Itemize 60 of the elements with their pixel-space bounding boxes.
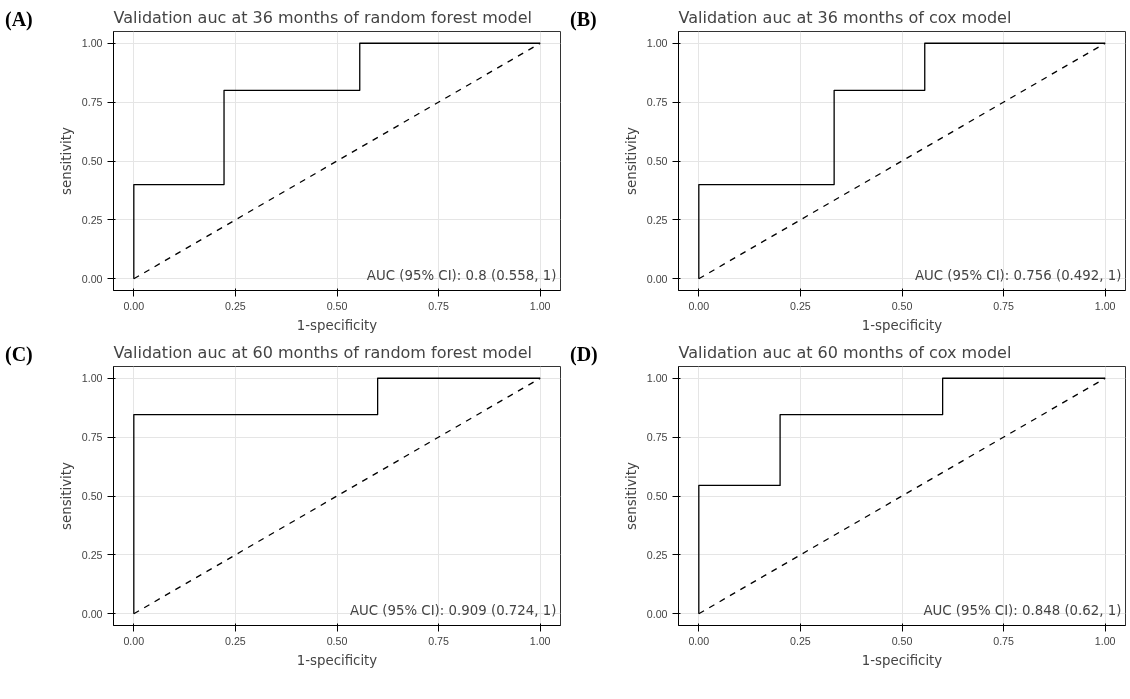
y-axis-title: sensitivity	[623, 461, 639, 530]
x-tick-label: 0.00	[688, 634, 710, 647]
x-axis-title: 1-specificity	[861, 652, 943, 668]
x-tick-label: 0.00	[123, 634, 145, 647]
y-tick-label: 0.00	[81, 272, 103, 285]
x-tick-label: 0.00	[688, 299, 710, 312]
y-tick-label: 0.50	[646, 490, 668, 502]
x-axis-title: 1-specificity	[296, 652, 378, 668]
x-tick-label: 0.75	[993, 299, 1015, 312]
text: (C)	[5, 342, 33, 368]
x-tick-label: 0.50	[326, 299, 348, 312]
x-tick-label: 1.00	[529, 299, 551, 312]
x-tick-label: 0.50	[326, 634, 348, 647]
x-tick-label: 0.75	[428, 299, 450, 312]
annotation: AUC (95% CI): 0.8 (0.558, 1)	[366, 268, 557, 284]
y-tick-label: 0.00	[646, 607, 668, 620]
y-tick-label: 1.00	[81, 372, 103, 385]
x-tick-label: 0.50	[891, 299, 913, 312]
y-tick-label: 0.75	[646, 96, 668, 109]
chart-title: Validation auc at 60 months of cox model	[678, 342, 1012, 362]
annotation: AUC (95% CI): 0.756 (0.492, 1)	[914, 268, 1122, 284]
x-tick-label: 0.50	[891, 634, 913, 647]
annotation: AUC (95% CI): 0.909 (0.724, 1)	[349, 603, 557, 619]
y-tick-label: 0.50	[81, 155, 103, 167]
x-tick-label: 1.00	[529, 634, 551, 647]
y-tick-label: 0.00	[81, 607, 103, 620]
y-tick-label: 0.75	[81, 96, 103, 109]
y-tick-label: 0.00	[646, 272, 668, 285]
x-axis-title: 1-specificity	[296, 317, 378, 333]
y-tick-label: 0.25	[81, 548, 103, 561]
y-tick-label: 0.25	[81, 213, 103, 226]
y-tick-label: 0.75	[646, 431, 668, 444]
x-tick-label: 1.00	[1094, 634, 1116, 647]
y-tick-label: 0.75	[81, 431, 103, 444]
y-tick-label: 1.00	[646, 37, 668, 50]
y-axis-title: sensitivity	[58, 461, 74, 530]
x-tick-label: 0.25	[790, 299, 811, 312]
y-axis-title: sensitivity	[623, 126, 639, 195]
y-tick-label: 0.50	[646, 155, 668, 167]
x-tick-label: 0.75	[428, 634, 450, 647]
chart-title: Validation auc at 60 months of random forest model	[113, 342, 533, 362]
text: (A)	[5, 7, 33, 33]
y-tick-label: 0.25	[646, 213, 668, 226]
y-tick-label: 0.50	[81, 490, 103, 502]
x-tick-label: 0.25	[225, 299, 246, 312]
x-tick-label: 0.75	[993, 634, 1015, 647]
text: (B)	[570, 7, 597, 33]
x-tick-label: 1.00	[1094, 299, 1116, 312]
x-tick-label: 0.25	[790, 634, 811, 647]
annotation: AUC (95% CI): 0.848 (0.62, 1)	[923, 603, 1122, 619]
x-tick-label: 0.00	[123, 299, 145, 312]
x-axis-title: 1-specificity	[861, 317, 943, 333]
y-tick-label: 0.25	[646, 548, 668, 561]
y-tick-label: 1.00	[81, 37, 103, 50]
y-axis-title: sensitivity	[58, 126, 74, 195]
chart-title: Validation auc at 36 months of cox model	[678, 7, 1012, 27]
x-tick-label: 0.25	[225, 634, 246, 647]
y-tick-label: 1.00	[646, 372, 668, 385]
chart-title: Validation auc at 36 months of random forest model	[113, 7, 533, 27]
text: (D)	[570, 342, 598, 368]
